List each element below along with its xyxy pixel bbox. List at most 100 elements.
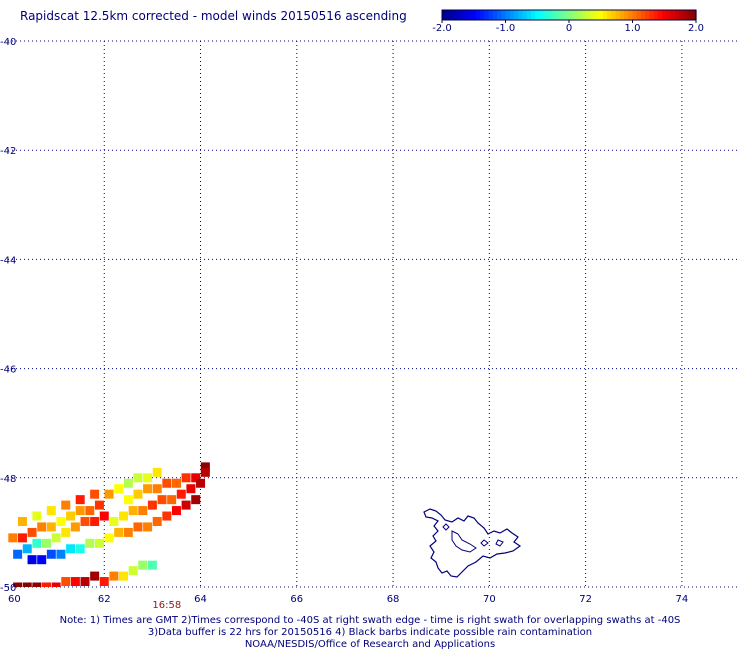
colorbar-segment	[543, 10, 549, 20]
swath-cell	[119, 571, 129, 581]
swath-cell	[171, 506, 181, 516]
swath-cell	[143, 473, 153, 483]
latitude-tick-label: -50	[0, 583, 16, 594]
swath-cell	[13, 582, 23, 587]
colorbar-segment	[556, 10, 562, 20]
colorbar-segment	[657, 10, 663, 20]
swath-cell	[22, 544, 32, 554]
swath-cell	[61, 527, 71, 537]
swath-cell	[22, 582, 32, 587]
swath-cell	[8, 533, 18, 543]
swath-cell	[51, 582, 61, 587]
swath-cell	[133, 473, 143, 483]
colorbar-segment	[471, 10, 477, 20]
colorbar-segment	[645, 10, 651, 20]
colorbar-segment	[577, 10, 583, 20]
swath-cell	[191, 473, 201, 483]
colorbar-segment	[547, 10, 553, 20]
longitude-tick-label: 64	[194, 594, 207, 605]
swath-cell	[90, 516, 100, 526]
colorbar-segment	[653, 10, 659, 20]
swath-cell	[90, 489, 100, 499]
swath-cell	[181, 500, 191, 510]
swath-cell	[200, 462, 210, 472]
swath-cell	[123, 495, 133, 505]
swath-cell	[75, 506, 85, 516]
swath-cell	[167, 495, 177, 505]
swath-time-label: 16:58	[152, 600, 181, 611]
swath-cell	[176, 489, 186, 499]
swath-cell	[128, 506, 138, 516]
colorbar-segment	[674, 10, 680, 20]
swath-cell	[32, 582, 42, 587]
latitude-ticks: -40 -42 -44 -46 -48 -50	[0, 37, 16, 594]
kerguelen-coastline	[423, 508, 522, 578]
swath-cell	[90, 571, 100, 581]
swath-cell	[94, 500, 104, 510]
colorbar-segment	[569, 10, 574, 20]
swath-cell	[109, 516, 119, 526]
swath-cell	[119, 511, 129, 521]
swath-cell	[61, 500, 71, 510]
colorbar-segment	[581, 10, 587, 20]
colorbar: -2.0 -1.0 0 1.0 2.0	[432, 9, 704, 34]
swath-cell	[85, 506, 95, 516]
swath-cell	[80, 516, 90, 526]
colorbar-segment	[619, 10, 625, 20]
swath-cell	[61, 577, 71, 587]
swath-cell	[66, 511, 76, 521]
swath-cell	[157, 495, 167, 505]
latitude-tick-label: -48	[0, 474, 16, 485]
latitude-tick-label: -40	[0, 37, 16, 48]
longitude-tick-label: 66	[290, 594, 303, 605]
swath-cell	[37, 555, 47, 565]
colorbar-label: -2.0	[432, 23, 452, 34]
swath-cell	[147, 500, 157, 510]
colorbar-segments	[442, 10, 697, 20]
swath-cell	[32, 538, 42, 548]
colorbar-segment	[679, 10, 684, 20]
swath-cell	[75, 544, 85, 554]
colorbar-segment	[446, 10, 452, 20]
colorbar-segment	[509, 10, 515, 20]
swath-cell	[104, 489, 114, 499]
swath-cell	[138, 560, 148, 570]
colorbar-segment	[611, 10, 617, 20]
colorbar-segment	[497, 10, 502, 20]
swath-cell	[152, 467, 162, 477]
colorbar-segment	[687, 10, 693, 20]
colorbar-segment	[518, 10, 524, 20]
swath-cell	[109, 571, 119, 581]
colorbar-segment	[475, 10, 481, 20]
colorbar-segment	[522, 10, 528, 20]
colorbar-segment	[624, 10, 629, 20]
swath-cell	[32, 511, 42, 521]
swath-cell	[13, 549, 23, 559]
swath-cell	[27, 555, 37, 565]
swath-cell	[143, 522, 153, 532]
swath-cell	[114, 527, 124, 537]
swath-cell	[80, 577, 90, 587]
swath-cell	[70, 577, 80, 587]
colorbar-label: 1.0	[625, 23, 641, 34]
latitude-tick-label: -46	[0, 365, 16, 376]
coastline-islet-1	[442, 523, 450, 531]
swath-cell	[37, 522, 47, 532]
coastline-islet-2	[480, 539, 489, 547]
swath-cell	[46, 506, 56, 516]
colorbar-segment	[488, 10, 494, 20]
colorbar-segment	[564, 10, 570, 20]
colorbar-label: 0	[566, 23, 572, 34]
longitude-tick-label: 62	[98, 594, 111, 605]
swath-cell	[162, 511, 172, 521]
colorbar-segment	[670, 10, 676, 20]
colorbar-segment	[539, 10, 545, 20]
colorbar-segment	[552, 10, 557, 20]
colorbar-segment	[467, 10, 473, 20]
colorbar-segment	[691, 10, 697, 20]
swath-cell	[99, 577, 109, 587]
swath-cell	[191, 495, 201, 505]
colorbar-segment	[628, 10, 634, 20]
latitude-tick-label: -42	[0, 146, 16, 157]
